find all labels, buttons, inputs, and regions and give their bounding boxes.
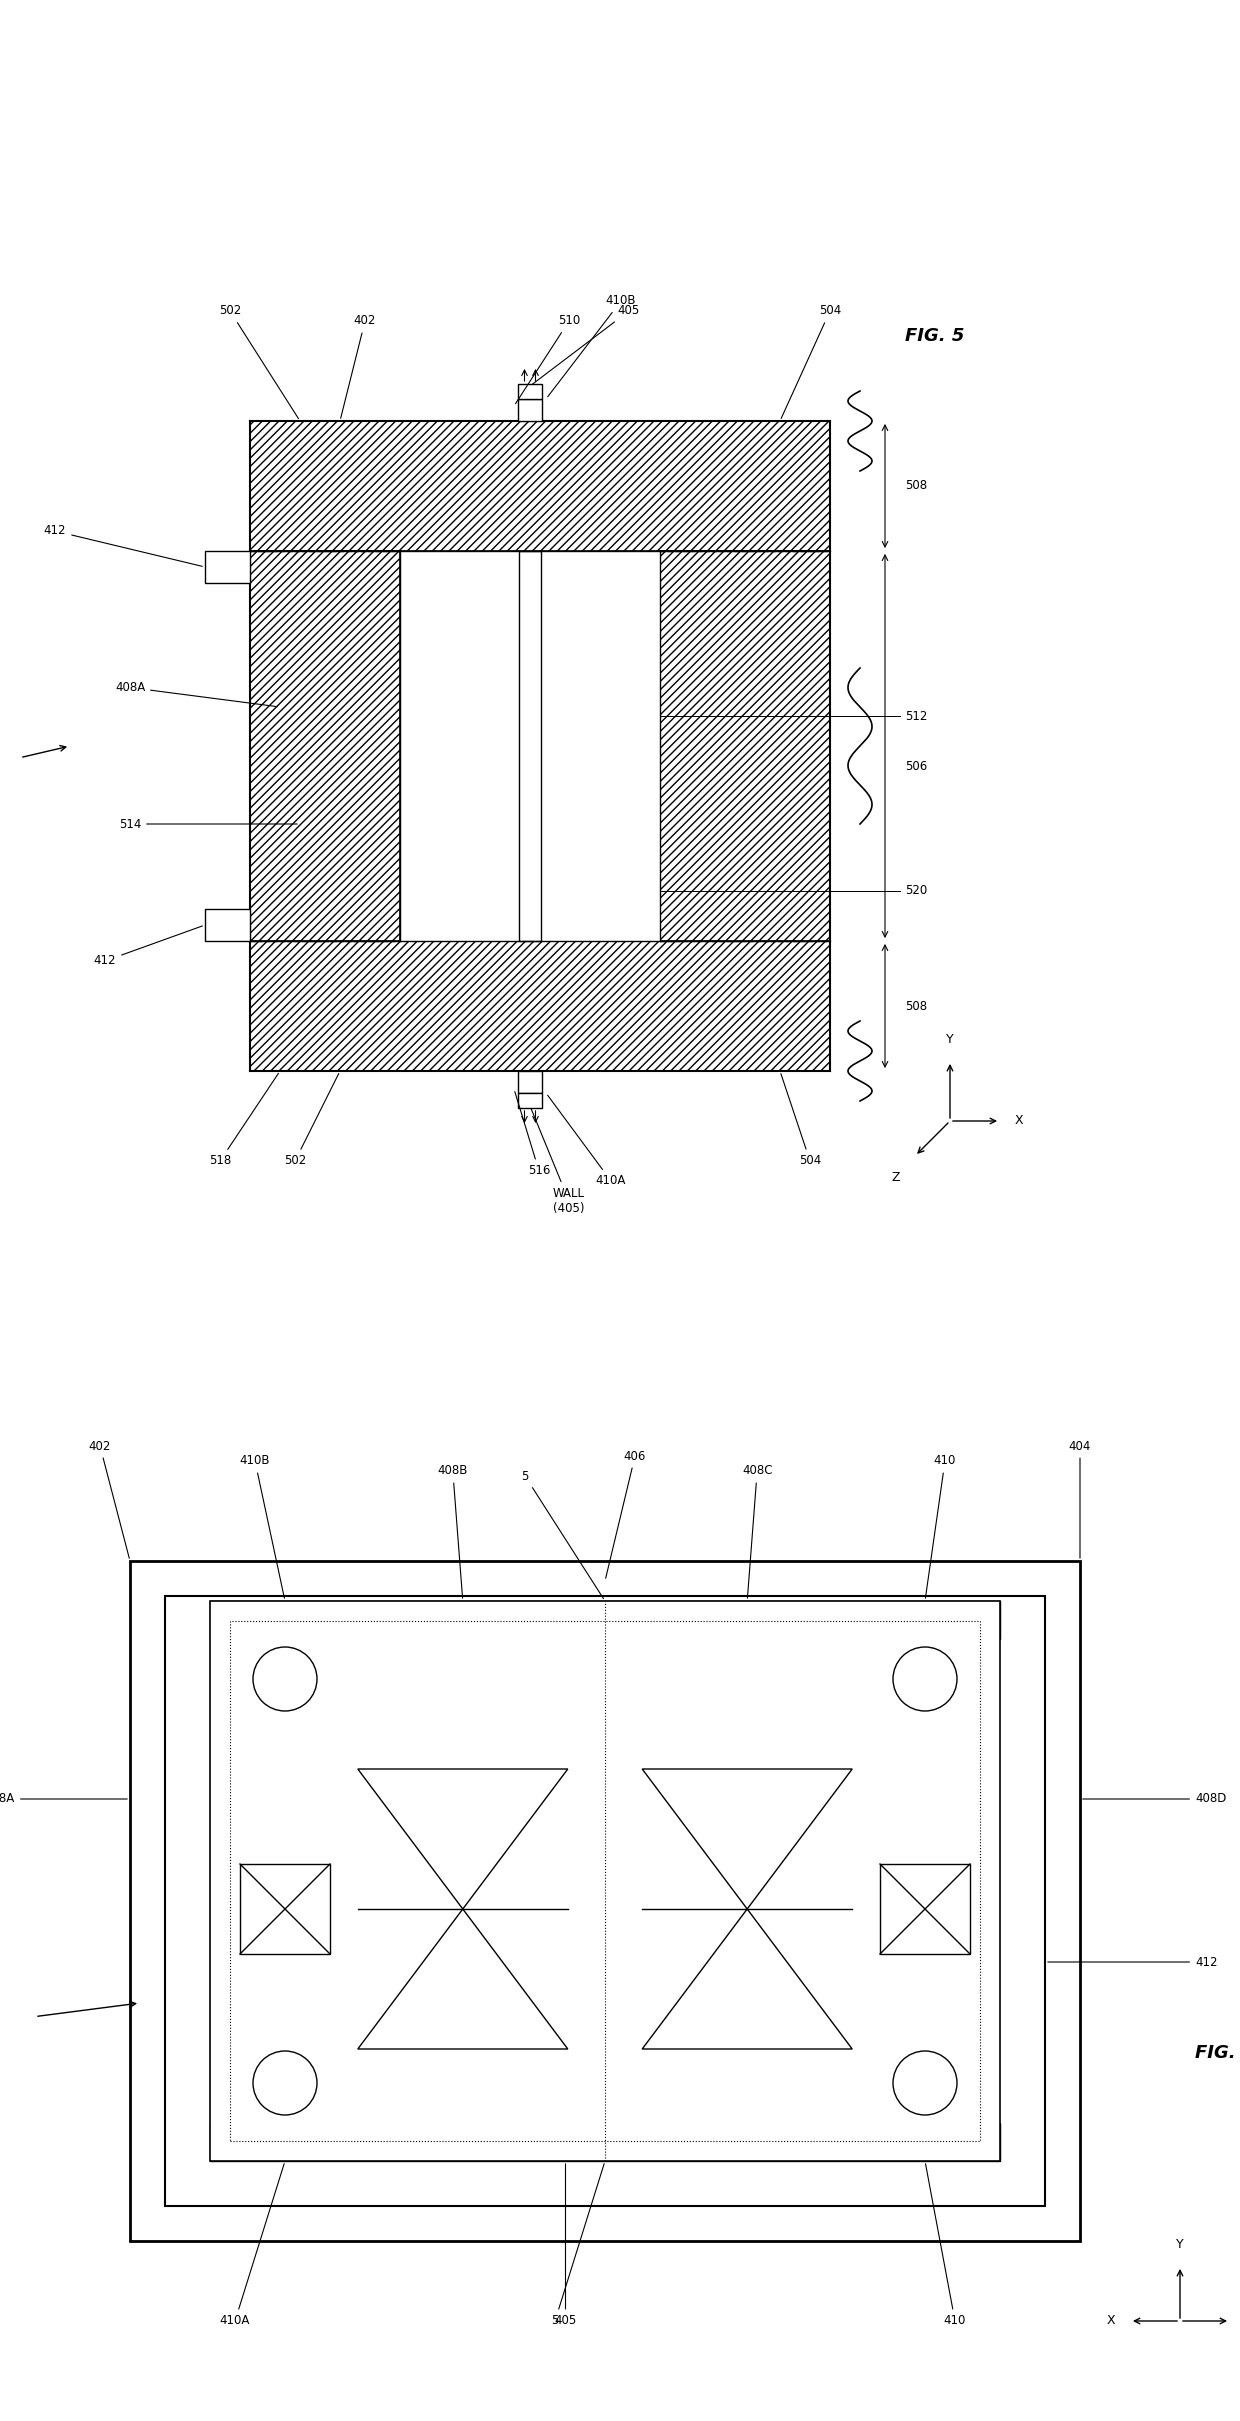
- Text: 402: 402: [89, 1440, 129, 1559]
- Bar: [541, 552, 660, 942]
- Text: 518: 518: [208, 1073, 279, 1167]
- Text: 410: 410: [925, 2164, 966, 2327]
- Text: Y: Y: [946, 1034, 954, 1046]
- Text: 514: 514: [119, 818, 298, 830]
- Text: 510: 510: [516, 315, 580, 404]
- Text: WALL
(405): WALL (405): [531, 1109, 585, 1215]
- Bar: [130, 1562, 1080, 2242]
- Text: 412: 412: [1048, 1956, 1218, 1968]
- Text: 408B: 408B: [438, 1465, 467, 1598]
- Text: 508: 508: [905, 1000, 928, 1012]
- Text: 410B: 410B: [548, 295, 636, 397]
- Text: 508: 508: [905, 479, 928, 491]
- Text: FIG. 4: FIG. 4: [1195, 2043, 1240, 2063]
- Text: FIG. 5: FIG. 5: [905, 327, 965, 346]
- Circle shape: [253, 2051, 317, 2116]
- Bar: [205, 908, 250, 942]
- Text: 402: 402: [341, 315, 376, 419]
- Text: 410A: 410A: [219, 2164, 284, 2327]
- Text: 405: 405: [532, 305, 640, 385]
- Bar: [250, 942, 830, 1070]
- Text: 506: 506: [905, 760, 928, 772]
- Bar: [518, 399, 542, 421]
- Bar: [250, 421, 830, 552]
- Bar: [210, 1600, 999, 1639]
- Bar: [880, 1864, 970, 1954]
- Text: IC
(400): IC (400): [0, 2024, 1, 2051]
- Text: 408D: 408D: [1083, 1792, 1226, 1806]
- Circle shape: [893, 2051, 957, 2116]
- Text: X: X: [1016, 1114, 1024, 1128]
- Text: 405: 405: [554, 2164, 577, 2327]
- Text: 520: 520: [905, 884, 928, 898]
- Text: 406: 406: [605, 1450, 646, 1578]
- Bar: [520, 552, 541, 942]
- Text: Y: Y: [1177, 2237, 1184, 2252]
- Text: 504: 504: [781, 305, 841, 419]
- Text: Z: Z: [892, 1172, 900, 1184]
- Text: X: X: [1106, 2314, 1115, 2327]
- Bar: [165, 1595, 1045, 2206]
- Text: 502: 502: [284, 1073, 339, 1167]
- Text: 504: 504: [781, 1073, 821, 1167]
- Text: 412: 412: [94, 925, 202, 968]
- Text: 5: 5: [552, 2164, 604, 2327]
- Bar: [518, 385, 542, 399]
- Text: 516: 516: [515, 1092, 551, 1177]
- Text: 408A: 408A: [0, 1792, 128, 1806]
- Bar: [241, 1864, 330, 1954]
- Bar: [401, 552, 520, 942]
- Circle shape: [253, 1646, 317, 1712]
- Circle shape: [893, 1646, 957, 1712]
- Bar: [250, 552, 401, 942]
- Bar: [660, 552, 830, 942]
- Bar: [229, 1622, 980, 2140]
- Bar: [205, 552, 250, 583]
- Text: 512: 512: [905, 709, 928, 721]
- Bar: [210, 2123, 999, 2162]
- Text: 408A: 408A: [115, 680, 278, 707]
- Text: 410: 410: [925, 1455, 956, 1598]
- Text: 408C: 408C: [742, 1465, 773, 1598]
- Text: 410A: 410A: [548, 1094, 626, 1186]
- Bar: [518, 1092, 542, 1109]
- Bar: [518, 1070, 542, 1092]
- Text: 502: 502: [219, 305, 299, 419]
- Bar: [210, 1600, 999, 2162]
- Text: 404: 404: [1069, 1440, 1091, 1559]
- Text: 410B: 410B: [239, 1455, 284, 1598]
- Text: 412: 412: [43, 525, 202, 567]
- Text: 5: 5: [521, 1470, 604, 1598]
